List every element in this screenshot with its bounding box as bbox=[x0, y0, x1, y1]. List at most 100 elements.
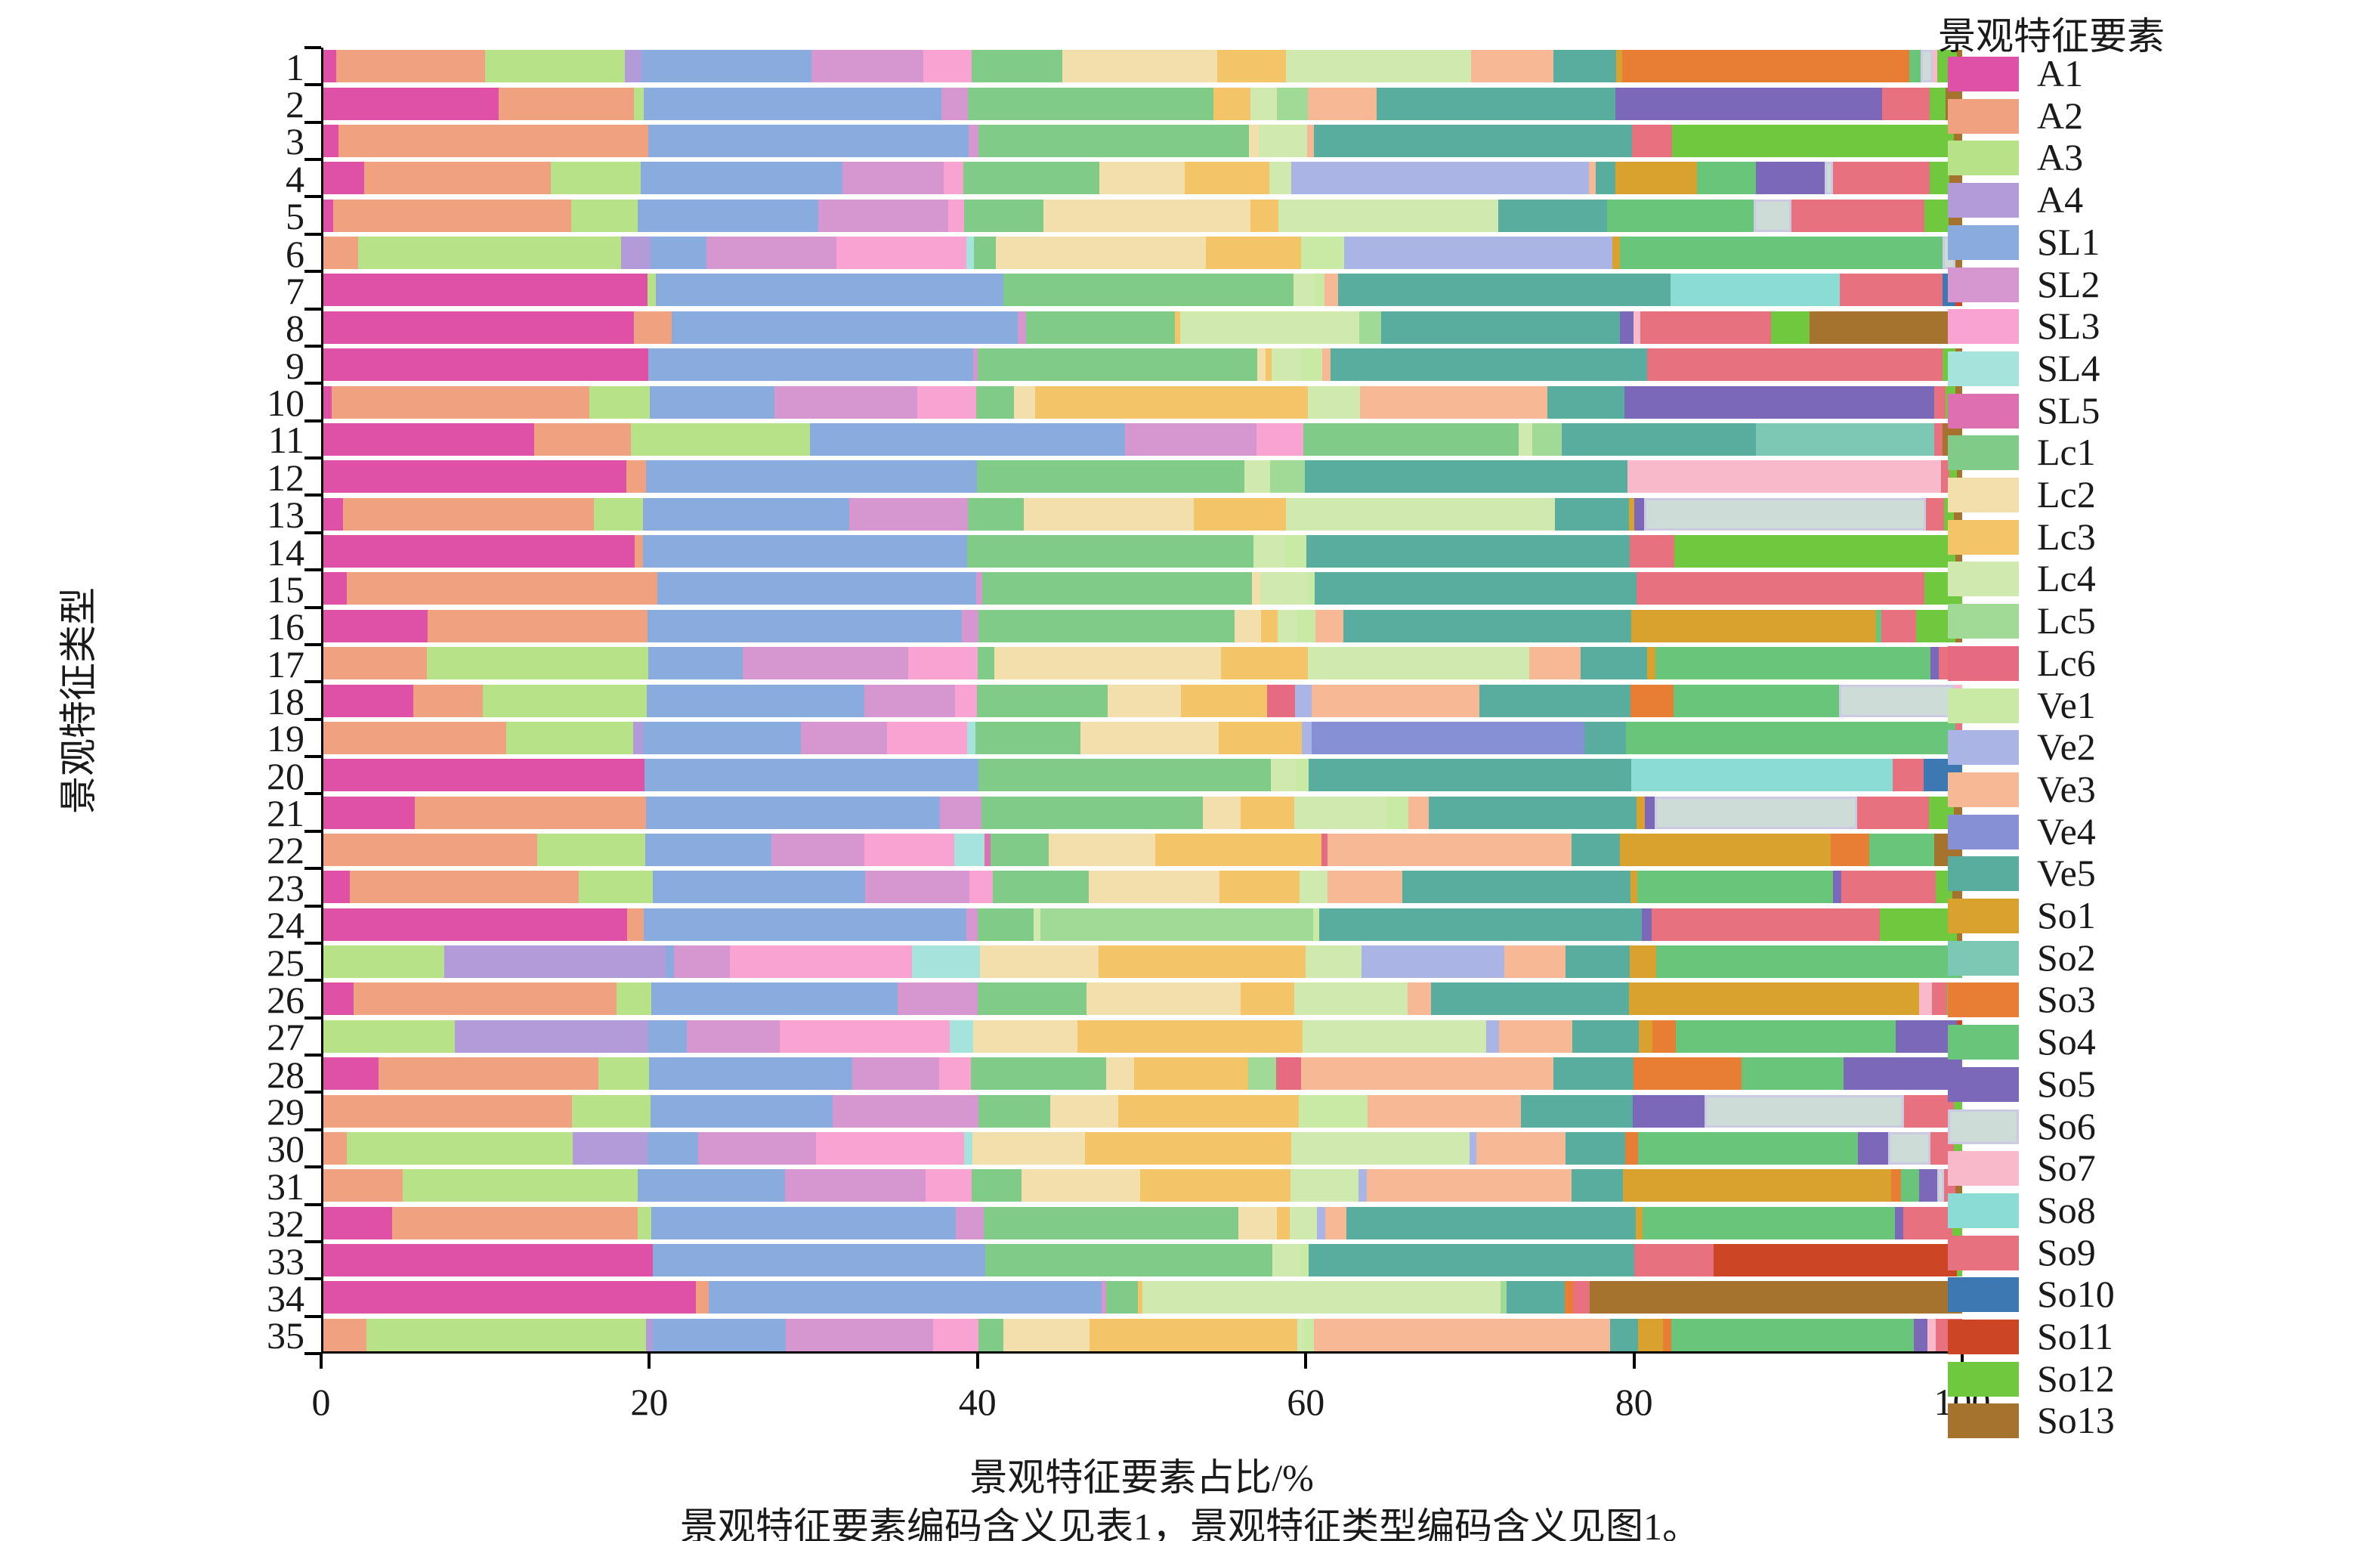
y-tick-label-20: 20 bbox=[267, 754, 304, 797]
bar-segment-Lc3 bbox=[1140, 1169, 1291, 1202]
bar-segment-Lc3 bbox=[1241, 796, 1294, 829]
bar-segment-Ve3 bbox=[1321, 348, 1331, 382]
bar-segment-So4 bbox=[1626, 721, 1956, 754]
bar-segment-A3 bbox=[484, 50, 626, 83]
bar-segment-So4 bbox=[1909, 50, 1921, 83]
bar-segment-Lc1 bbox=[984, 1206, 1238, 1239]
bar-segment-Ve5 bbox=[1376, 87, 1615, 120]
legend-swatch-Ve2 bbox=[1948, 730, 2019, 766]
y-axis-tick bbox=[304, 1128, 321, 1131]
bar-segment-Ve5 bbox=[1584, 721, 1627, 754]
bar-segment-So9 bbox=[1651, 908, 1880, 941]
bar-segment-Lc4 bbox=[1270, 759, 1296, 792]
bar-segment-Lc4 bbox=[1306, 945, 1362, 979]
bar-segment-Ve3 bbox=[1408, 796, 1429, 829]
bar-segment-Lc2 bbox=[1014, 385, 1036, 419]
y-tick-label-34: 34 bbox=[267, 1276, 304, 1320]
bar-segment-Ve1 bbox=[1297, 609, 1316, 642]
figure-caption: 景观特征要素编码含义见表1，景观特征类型编码含义见图1。 bbox=[680, 1505, 1700, 1541]
legend-label-A1: A1 bbox=[2037, 52, 2084, 94]
bar-segment-Ve3 bbox=[1499, 1020, 1573, 1053]
bar-segment-Ve5 bbox=[1306, 535, 1630, 568]
legend-swatch-A2 bbox=[1948, 98, 2019, 134]
bar-row-16 bbox=[323, 609, 1962, 642]
bar-segment-Ve5 bbox=[1430, 982, 1630, 1016]
bar-segment-A1 bbox=[323, 1244, 653, 1277]
y-tick-label-3: 3 bbox=[286, 120, 304, 163]
bar-segment-So5 bbox=[1895, 1020, 1958, 1053]
bar-segment-So9 bbox=[1881, 609, 1916, 642]
y-tick-label-16: 16 bbox=[267, 605, 304, 648]
y-axis-tick bbox=[304, 158, 321, 162]
legend: 景观特征要素 A1 A2 A3 A4 SL1 SL2 SL3 SL4 SL5 Lc1 Lc2 Lc3 L… bbox=[1938, 6, 2380, 1441]
bar-segment-Lc2 bbox=[1238, 1206, 1277, 1239]
bar-segment-So9 bbox=[1637, 572, 1924, 605]
bar-segment-Lc3 bbox=[1134, 1057, 1248, 1091]
bar-segment-Lc5 bbox=[1500, 1281, 1507, 1314]
bar-segment-So12 bbox=[1953, 1131, 1962, 1165]
legend-label-So13: So13 bbox=[2037, 1399, 2115, 1442]
bar-segment-Lc1 bbox=[978, 1094, 1050, 1128]
bar-segment-So3 bbox=[1565, 1281, 1574, 1314]
legend-label-So11: So11 bbox=[2037, 1315, 2113, 1357]
bar-segment-A2 bbox=[338, 124, 649, 157]
y-tick-label-29: 29 bbox=[267, 1091, 304, 1134]
bar-segment-A1 bbox=[323, 572, 347, 605]
bar-segment-SL3 bbox=[1256, 422, 1303, 456]
bar-segment-So4 bbox=[1868, 833, 1934, 866]
bar-segment-SL2 bbox=[784, 1169, 926, 1202]
bar-segment-Lc4 bbox=[1244, 460, 1271, 494]
bar-segment-Ve2 bbox=[1470, 1131, 1477, 1165]
bar-segment-Ve1 bbox=[1303, 1318, 1314, 1351]
bar-segment-Ve2 bbox=[1295, 684, 1312, 717]
y-axis-tick bbox=[304, 979, 321, 982]
bar-segment-SL1 bbox=[652, 1244, 986, 1277]
bar-segment-Ve5 bbox=[1428, 796, 1637, 829]
bar-segment-So4 bbox=[1671, 1318, 1915, 1351]
y-tick-label-9: 9 bbox=[286, 344, 304, 387]
bar-segment-SL3 bbox=[969, 871, 993, 904]
bar-segment-Ve1 bbox=[1299, 1094, 1368, 1128]
bar-segment-Ve5 bbox=[1343, 609, 1632, 642]
bar-segment-Lc1 bbox=[978, 609, 1235, 642]
bar-segment-Ve5 bbox=[1337, 274, 1671, 307]
bar-segment-Lc3 bbox=[1265, 348, 1272, 382]
bar-segment-Lc2 bbox=[995, 237, 1207, 270]
bar-segment-So1 bbox=[1636, 796, 1645, 829]
bar-segment-SL3 bbox=[887, 721, 968, 754]
bar-segment-Lc3 bbox=[1035, 385, 1308, 419]
bar-segment-SL4 bbox=[949, 1020, 973, 1053]
legend-label-So1: So1 bbox=[2037, 894, 2096, 936]
bar-segment-SL1 bbox=[672, 311, 1018, 344]
y-axis-tick bbox=[304, 344, 321, 348]
y-axis-tick bbox=[304, 1054, 321, 1057]
legend-swatch-So10 bbox=[1948, 1277, 2019, 1313]
bar-row-6 bbox=[323, 237, 1962, 270]
y-axis-tick bbox=[304, 494, 321, 497]
bar-segment-A1 bbox=[323, 348, 648, 382]
bar-segment-So6 bbox=[1887, 1131, 1931, 1165]
bar-segment-So6 bbox=[1824, 162, 1833, 195]
bar-segment-A4 bbox=[632, 721, 643, 754]
bar-segment-A3 bbox=[323, 1020, 456, 1053]
bar-segment-So4 bbox=[1655, 945, 1962, 979]
y-axis-tick bbox=[304, 792, 321, 796]
bar-segment-SL1 bbox=[647, 684, 864, 717]
bar-segment-A3 bbox=[323, 945, 444, 979]
bar-segment-A1 bbox=[323, 460, 627, 494]
bar-segment-So3 bbox=[1622, 50, 1910, 83]
bar-segment-A3 bbox=[482, 684, 648, 717]
bar-segment-SL1 bbox=[650, 237, 706, 270]
y-axis-tick bbox=[304, 755, 321, 759]
bar-segment-SL3 bbox=[730, 945, 913, 979]
legend-title: 景观特征要素 bbox=[1938, 15, 2165, 57]
bar-segment-SL5 bbox=[984, 833, 991, 866]
bar-segment-Lc4 bbox=[1277, 609, 1298, 642]
bar-segment-Ve3 bbox=[1324, 274, 1338, 307]
bar-segment-SL2 bbox=[1125, 422, 1256, 456]
bar-segment-SL2 bbox=[785, 1318, 934, 1351]
x-tick-label-80: 80 bbox=[1615, 1381, 1653, 1423]
bar-segment-Lc3 bbox=[1213, 87, 1251, 120]
bar-segment-Lc1 bbox=[978, 1318, 1003, 1351]
bar-segment-A3 bbox=[572, 1094, 651, 1128]
